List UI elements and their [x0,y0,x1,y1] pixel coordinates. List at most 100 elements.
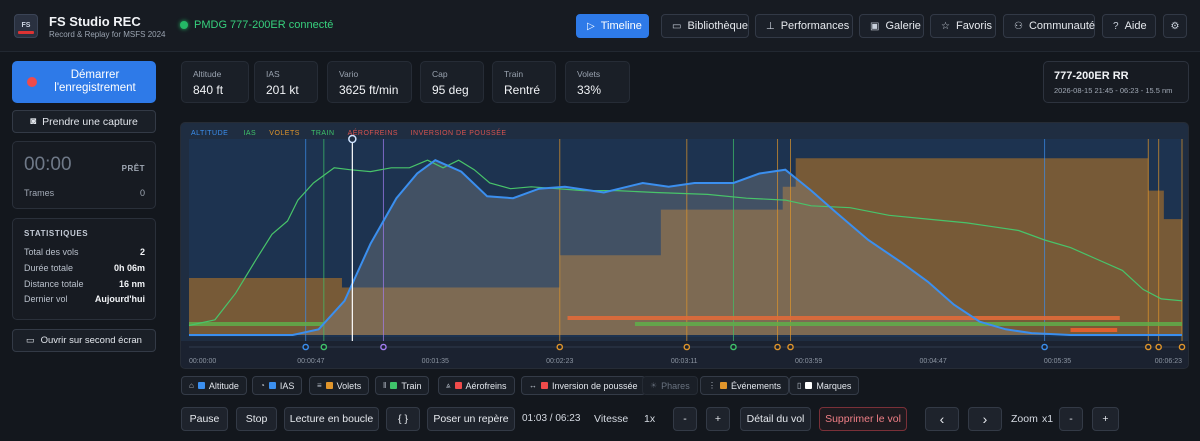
tab-communaute[interactable]: ⚇ Communauté [1003,14,1095,38]
flaps-icon: ≡ [317,381,322,390]
metric-vario: Vario 3625 ft/min [327,61,412,103]
delete-flight-button[interactable]: Supprimer le vol [819,407,907,431]
open-second-screen-button[interactable]: ▭ Ouvrir sur second écran [12,329,156,352]
pause-button[interactable]: Pause [181,407,228,431]
capture-label: Prendre une capture [42,115,138,128]
camera-icon: ◙ [30,116,37,127]
take-capture-button[interactable]: ◙ Prendre une capture [12,110,156,133]
toggle-altitude[interactable]: ⌂ Altitude [181,376,247,395]
marques-swatch-icon [805,382,813,389]
stop-button[interactable]: Stop [236,407,277,431]
flight-detail-button[interactable]: Détail du vol [740,407,811,431]
ias-line [188,159,1183,327]
tab-aide[interactable]: ? Aide [1102,14,1156,38]
toggle-label: Événements [731,380,782,391]
event-marker [774,343,781,351]
legend-item: VOLETS [269,130,300,137]
x-tick-label: 00:01:35 [422,358,449,365]
zoom-in-button[interactable]: + [1092,407,1119,431]
speed-value: 1x [644,413,656,425]
legend-item: AÉROFREINS [348,128,399,137]
metric-label: Altitude [193,69,222,79]
aircraft-name: 777-200ER RR [1054,70,1129,82]
altitude-area [189,160,1182,335]
toggle-marques[interactable]: ▯ Marques [789,376,860,395]
toggle-label: Volets [336,380,362,391]
metric-value: 95 deg [432,83,469,97]
zoom-value: x1 [1042,413,1054,425]
event-marker [302,343,309,351]
toggle-volets[interactable]: ≡ Volets [309,376,370,395]
x-tick-label: 00:00:47 [297,358,324,365]
gear-down-icon: ‖ [383,381,387,390]
tab-favoris[interactable]: ☆ Favoris [930,14,996,38]
light-icon: ☀ [650,381,658,390]
tab-label: Timeline [600,20,642,32]
connection-dot-icon [180,21,188,29]
toggle-label: IAS [279,380,295,391]
record-label-line-1: Démarrer [70,69,120,81]
stat-value: 16 nm [118,279,145,289]
toggle-inversion[interactable]: ↔ Inversion de poussée [521,376,646,395]
tab-galerie[interactable]: ▣ Galerie [859,14,924,38]
metric-cap: Cap 95 deg [420,61,484,103]
toggle-phares[interactable]: ☀ Phares [642,376,698,395]
tab-label: Aide [1124,20,1147,32]
record-dot-icon [27,77,37,87]
stat-row: Dernier vol Aujourd'hui [24,294,145,306]
metric-ias: IAS 201 kt [254,61,318,103]
zoom-out-button[interactable]: - [1059,407,1083,431]
tab-performances[interactable]: ⊥ Performances [755,14,853,38]
connection-status: PMDG 777-200ER connecté [180,19,333,31]
playhead-handle [348,134,357,144]
timeline-chart-svg[interactable]: 00:00:00 00:00:47 00:01:35 00:02:23 00:03:11… [181,123,1189,369]
altitude-line [189,159,1182,336]
event-marker [1041,343,1048,351]
loop-button[interactable]: Lecture en boucle [284,407,379,431]
speed-increase-button[interactable]: + [706,407,730,431]
play-icon: ▷ [587,20,595,32]
monitor-icon: ▭ [26,335,35,345]
events-icon: ⋮ [708,381,716,390]
tab-timeline[interactable]: ▷ Timeline [576,14,649,38]
tab-bibliotheque[interactable]: ▭ Bibliothèque [661,14,749,38]
add-marker-button[interactable]: Poser un repère [427,407,515,431]
metric-label: Vario [339,69,359,79]
toggle-train[interactable]: ‖ Train [375,376,430,395]
metric-altitude: Altitude 840 ft [181,61,249,103]
event-marker [1155,343,1162,351]
gauge-icon: ◔ [260,381,265,390]
event-marker [1178,343,1186,351]
stat-value: 0h 06m [113,263,145,273]
tab-label: Performances [780,20,850,32]
volets-swatch-icon [325,382,333,389]
recording-timer-panel: 00:00 PRÊT Trames 0 [12,141,156,209]
toggle-ias[interactable]: ◔ IAS [252,376,303,395]
speed-decrease-button[interactable]: - [673,407,697,431]
stat-row: Distance totale 16 nm [24,279,145,291]
legend-item: TRAIN [311,130,335,137]
settings-button[interactable]: ⚙ [1163,14,1187,38]
timeline-chart[interactable]: 00:00:00 00:00:47 00:01:35 00:02:23 00:03:11… [180,122,1189,369]
gear-bar [189,322,324,326]
gear-bar [634,322,1182,326]
legend-item: INVERSION DE POUSSÉE [411,128,507,137]
next-button[interactable]: › [968,407,1002,431]
app-title: FS Studio REC [49,14,141,29]
toggle-aerofreins[interactable]: ⩓ Aérofreins [438,376,515,395]
metric-value: 201 kt [266,83,299,97]
speedbrake-icon: ⩓ [446,380,451,390]
toggle-evenements[interactable]: ⋮ Événements [700,376,790,395]
start-recording-button[interactable]: Démarrer l'enregistrement [12,61,156,103]
speedbrake-bar [567,316,1120,320]
image-icon: ▣ [870,20,880,32]
folder-icon: ▭ [672,20,682,32]
frames-value: 0 [139,188,145,198]
stat-value: Aujourd'hui [94,294,145,304]
event-marker [556,343,564,351]
x-tick-label: 00:03:11 [671,358,698,365]
json-button[interactable]: { } [386,407,420,431]
statistics-panel: STATISTIQUES Total des vols 2 Durée total… [12,218,156,320]
previous-button[interactable]: ‹ [925,407,959,431]
